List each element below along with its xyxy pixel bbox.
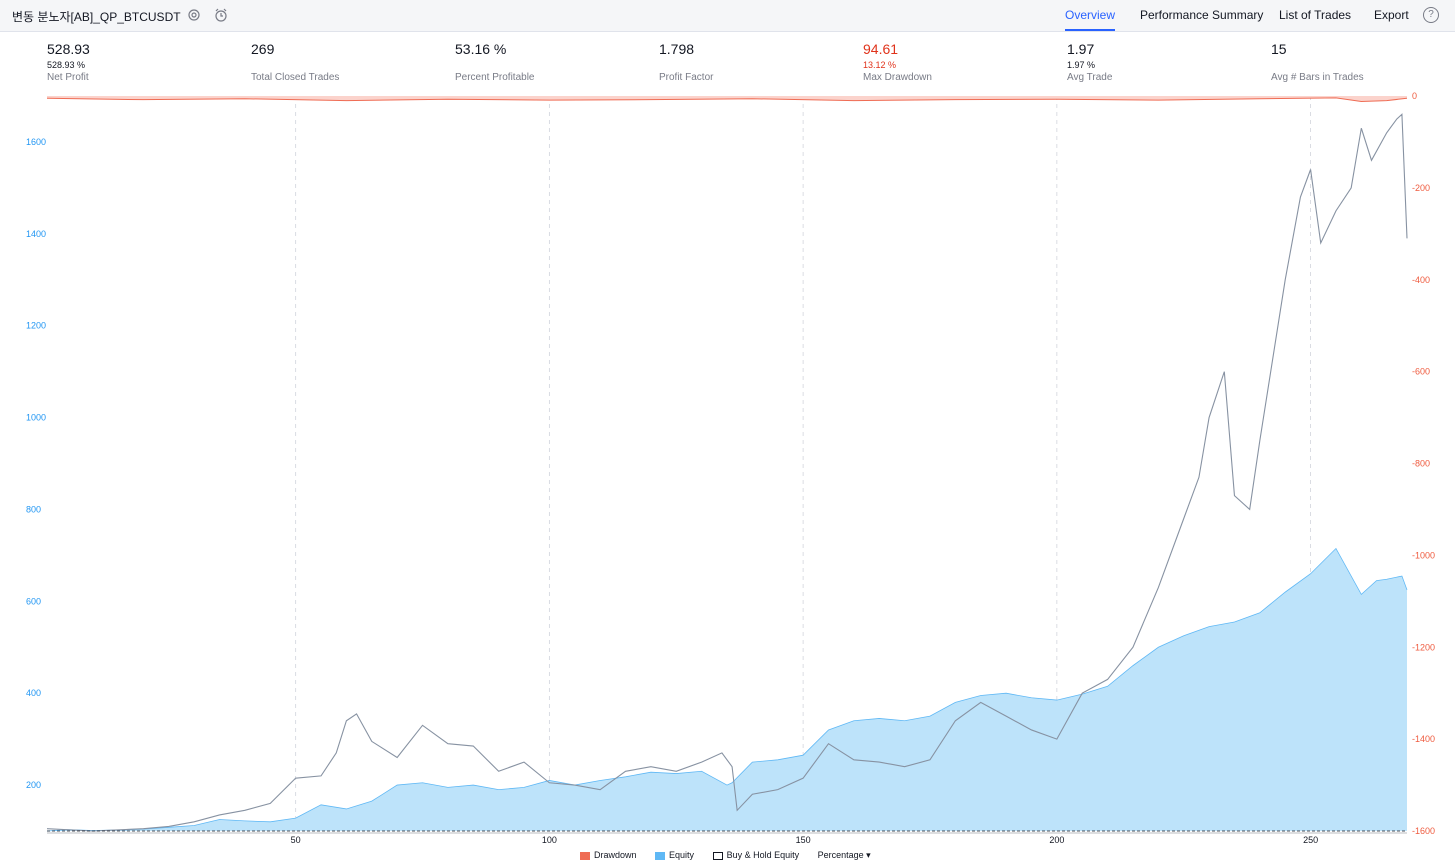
x-tick-label: 100 xyxy=(542,835,557,845)
legend-buy-hold[interactable]: Buy & Hold Equity xyxy=(712,850,800,860)
stat-profit-factor: 1.798 Profit Factor xyxy=(659,41,713,83)
left-tick-label: 1400 xyxy=(26,229,46,239)
chart-legend: Drawdown Equity Buy & Hold Equity Percen… xyxy=(580,850,887,861)
strategy-name[interactable]: 변동 분노자[AB]_QP_BTCUSDT xyxy=(12,10,181,24)
equity-line xyxy=(46,547,1408,832)
right-tick-label: -1400 xyxy=(1412,734,1435,744)
right-tick-label: -600 xyxy=(1412,367,1430,377)
stat-sub-value: 13.12 % xyxy=(863,60,897,70)
left-tick-label: 1000 xyxy=(26,413,46,423)
tab-export[interactable]: Export xyxy=(1374,8,1409,22)
stat-label: Avg # Bars in Trades xyxy=(1271,72,1364,83)
drawdown-swatch xyxy=(580,851,590,860)
right-tick-label: -1600 xyxy=(1412,826,1435,836)
stat-value: 1.798 xyxy=(659,41,695,57)
stat-label: Percent Profitable xyxy=(455,72,535,83)
drawdown-line xyxy=(46,97,1408,103)
tab-overview[interactable]: Overview xyxy=(1065,8,1116,31)
stat-value: 269 xyxy=(251,41,275,57)
x-tick-label: 150 xyxy=(796,835,811,845)
tab-list-of-trades[interactable]: List of Trades xyxy=(1279,8,1352,22)
settings-icon[interactable] xyxy=(186,7,202,23)
left-tick-label: 400 xyxy=(26,688,41,698)
stat-avg-bars-in-trades: 15 Avg # Bars in Trades xyxy=(1271,41,1364,83)
left-tick-label: 1600 xyxy=(26,137,46,147)
legend-equity[interactable]: Equity xyxy=(655,850,694,860)
stat-value: 53.16 % xyxy=(455,41,507,57)
equity-swatch xyxy=(655,851,666,860)
stat-label: Max Drawdown xyxy=(863,72,932,83)
legend-drawdown[interactable]: Drawdown xyxy=(580,850,637,860)
top-toolbar: 변동 분노자[AB]_QP_BTCUSDT Overview Performan… xyxy=(0,0,1455,32)
right-tick-label: -400 xyxy=(1412,275,1430,285)
help-icon[interactable]: ? xyxy=(1423,7,1439,23)
right-tick-label: -1200 xyxy=(1412,642,1435,652)
stat-avg-trade: 1.97 1.97 % Avg Trade xyxy=(1067,41,1112,83)
left-tick-label: 800 xyxy=(26,504,41,514)
right-tick-label: -1000 xyxy=(1412,550,1435,560)
stat-label: Avg Trade xyxy=(1067,72,1113,83)
buy-hold-line xyxy=(46,113,1408,832)
alarm-clock-icon[interactable] xyxy=(213,7,229,23)
stat-label: Net Profit xyxy=(47,72,89,83)
left-tick-label: 1200 xyxy=(26,321,46,331)
legend-buy-hold-label: Buy & Hold Equity xyxy=(726,850,800,860)
x-tick-label: 200 xyxy=(1049,835,1064,845)
tab-performance-summary[interactable]: Performance Summary xyxy=(1140,8,1264,22)
checkbox-icon[interactable] xyxy=(712,851,723,860)
stat-value: 15 xyxy=(1271,41,1287,57)
x-tick-label: 250 xyxy=(1303,835,1318,845)
stat-label: Profit Factor xyxy=(659,72,714,83)
stat-value: 528.93 xyxy=(47,41,90,57)
left-tick-label: 200 xyxy=(26,780,41,790)
equity-area xyxy=(47,548,1407,831)
stat-net-profit: 528.93 528.93 % Net Profit xyxy=(47,41,90,83)
mode-dropdown[interactable]: Percentage ▾ xyxy=(817,850,871,860)
legend-equity-label: Equity xyxy=(669,850,695,860)
left-tick-label: 600 xyxy=(26,596,41,606)
stat-sub-value: 528.93 % xyxy=(47,60,86,70)
stat-label: Total Closed Trades xyxy=(251,72,340,83)
legend-drawdown-label: Drawdown xyxy=(594,850,637,860)
stat-total-closed-trades: 269 Total Closed Trades xyxy=(251,41,339,83)
stat-value: 1.97 xyxy=(1067,41,1095,57)
stat-max-drawdown: 94.61 13.12 % Max Drawdown xyxy=(863,41,932,83)
stat-sub-value: 1.97 % xyxy=(1067,60,1096,70)
x-tick-label: 50 xyxy=(291,835,301,845)
right-tick-label: 0 xyxy=(1412,91,1417,101)
stat-percent-profitable: 53.16 % Percent Profitable xyxy=(455,41,535,83)
right-tick-label: -800 xyxy=(1412,459,1430,469)
stat-value: 94.61 xyxy=(863,41,899,57)
right-tick-label: -200 xyxy=(1412,183,1430,193)
